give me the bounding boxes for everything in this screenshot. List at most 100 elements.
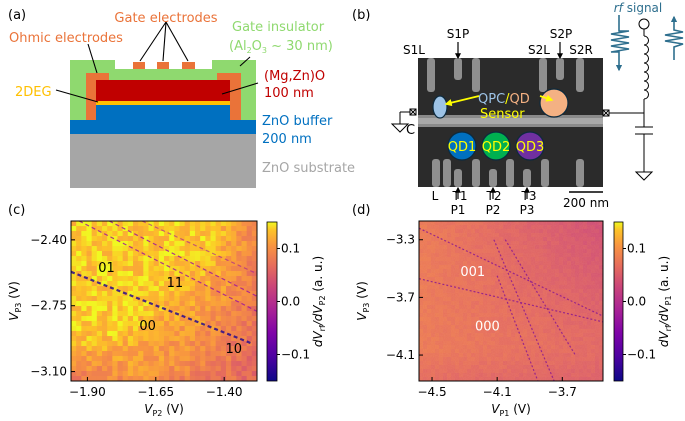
heatmap-cell [158, 331, 165, 337]
heatmap-cell [174, 241, 180, 247]
heatmap-cell [195, 351, 201, 357]
heatmap-cell [241, 261, 248, 267]
heatmap-cell [215, 221, 222, 227]
heatmap-cell [86, 281, 93, 287]
heatmap-cell [169, 366, 175, 372]
heatmap-cell [107, 341, 113, 347]
heatmap-cell [102, 256, 108, 262]
heatmap-cell [251, 321, 258, 327]
heatmap-cell [158, 271, 165, 277]
heatmap-cell [91, 346, 98, 352]
heatmap-cell [143, 291, 149, 297]
heatmap-cell [231, 281, 237, 287]
heatmap-cell [107, 251, 113, 257]
qd3-dot [515, 131, 545, 161]
heatmap-cell [226, 231, 232, 237]
heatmap-cell [179, 371, 186, 377]
heatmap-cell [174, 281, 180, 287]
heatmap-cell [241, 266, 248, 272]
heatmap-cell [143, 301, 149, 307]
heatmap-cell [236, 341, 242, 347]
heatmap-cell [236, 276, 242, 282]
heatmap-cell [127, 226, 134, 232]
heatmap-cell [174, 361, 180, 367]
heatmap-cell [133, 346, 139, 352]
heatmap-cell [210, 296, 217, 302]
heatmap-cell [102, 306, 108, 312]
heatmap-cell [122, 306, 129, 312]
heatmap-cell [122, 366, 129, 372]
heatmap-cell [226, 326, 232, 332]
heatmap-cell [107, 306, 113, 312]
heatmap-cell [71, 276, 77, 282]
heatmap-cell [251, 361, 258, 367]
heatmap-cell [220, 326, 227, 332]
heatmap-cell [184, 246, 191, 252]
heatmap-cell [138, 261, 144, 267]
heatmap-cell [226, 356, 232, 362]
heatmap-cell [76, 256, 82, 262]
heatmap-cell [236, 226, 242, 232]
heatmap-cell [220, 246, 227, 252]
heatmap-cell [91, 251, 98, 257]
heatmap-cell [205, 281, 211, 287]
contact-label-c: C [406, 123, 415, 138]
heatmap-cell [246, 246, 253, 252]
heatmap-cell [127, 366, 134, 372]
sem-gate-finger [427, 58, 435, 92]
heatmap-cell [102, 236, 108, 242]
heatmap-cell [81, 336, 87, 342]
heatmap-cell [91, 326, 98, 332]
heatmap-cell [112, 351, 118, 357]
transition-line [78, 220, 258, 312]
heatmap-cell [226, 301, 232, 307]
heatmap-cell [153, 266, 160, 272]
heatmap-cell [164, 226, 170, 232]
heatmap-cell [236, 286, 242, 292]
heatmap-cell [148, 331, 155, 337]
heatmap-cell [153, 331, 160, 337]
heatmap-cell [91, 356, 98, 362]
heatmap-cell [231, 321, 237, 327]
heatmap-cell [76, 306, 82, 312]
heatmap-cell [174, 306, 180, 312]
heatmap-cell [189, 291, 196, 297]
heatmap-cell [122, 316, 129, 322]
heatmap-cell [179, 276, 186, 282]
heatmap-cell [153, 356, 160, 362]
heatmap-cell [236, 241, 242, 247]
heatmap-cell [169, 311, 175, 317]
heatmap-cell [241, 341, 248, 347]
heatmap-cell [189, 306, 196, 312]
heatmap-cell [107, 226, 113, 232]
heatmap-cell [102, 286, 108, 292]
heatmap-cell [81, 231, 87, 237]
heatmap-cell [215, 241, 222, 247]
heatmap-cell [91, 371, 98, 377]
heatmap-cell [210, 341, 217, 347]
heatmap-cell [205, 291, 211, 297]
heatmap-cell [148, 276, 155, 282]
heatmap-cell [246, 241, 253, 247]
heatmap-cell [158, 231, 165, 237]
heatmap-cell [107, 231, 113, 237]
heatmap-cell [148, 281, 155, 287]
heatmap-cell [169, 356, 175, 362]
heatmap-cell [138, 291, 144, 297]
heatmap-cell [226, 336, 232, 342]
heatmap-cell [133, 311, 139, 317]
heatmap-cell [231, 276, 237, 282]
heatmap-cell [205, 336, 211, 342]
heatmap-cell [76, 326, 82, 332]
heatmap-cell [138, 286, 144, 292]
heatmap-cell [226, 276, 232, 282]
heatmap-cell [246, 221, 253, 227]
heatmap-cell [226, 316, 232, 322]
heatmap-cell [195, 256, 201, 262]
heatmap-cell [153, 256, 160, 262]
heatmap-cell [251, 296, 258, 302]
transition-line [141, 220, 258, 275]
heatmap-cell [158, 226, 165, 232]
heatmap-cell [184, 286, 191, 292]
